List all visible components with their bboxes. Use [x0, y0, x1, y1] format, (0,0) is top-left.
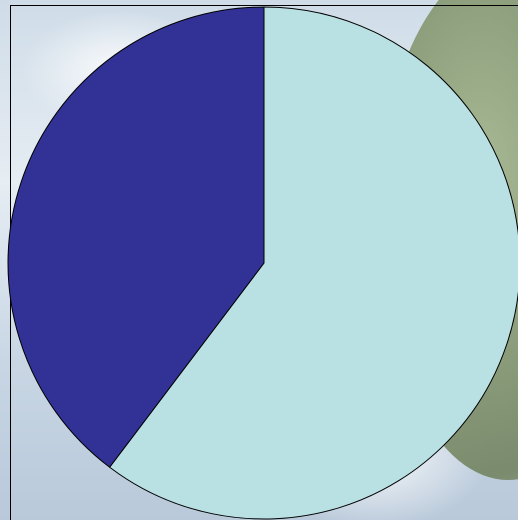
- frame-top-line: [10, 5, 518, 6]
- pie-slice-1: [108, 6, 518, 520]
- pie-slice-2: [7, 6, 265, 468]
- pie-slices: [7, 6, 518, 520]
